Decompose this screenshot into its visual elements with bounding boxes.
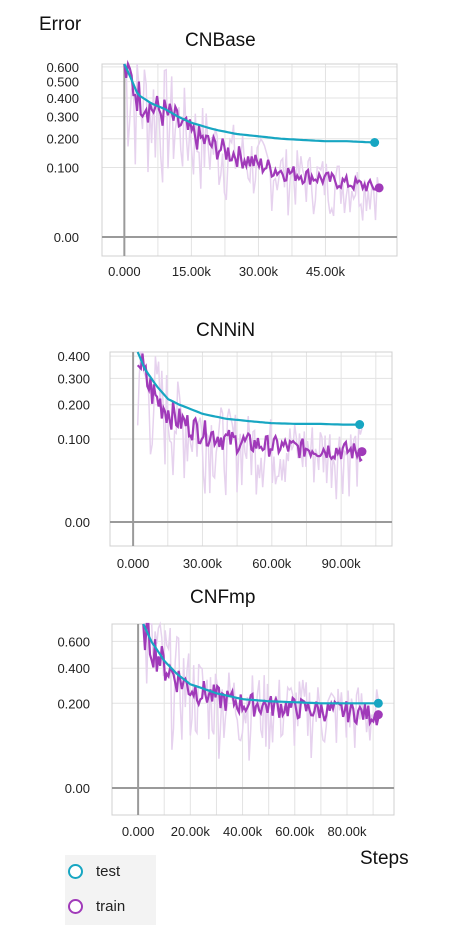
y-tick-label: 0.00 (65, 515, 90, 530)
x-tick-label: 15.00k (172, 264, 212, 279)
legend-test-label: test (96, 863, 120, 880)
y-tick-label: 0.100 (57, 432, 90, 447)
x-tick-label: 60.00k (252, 556, 292, 571)
y-tick-label: 0.400 (57, 349, 90, 364)
x-tick-label: 60.00k (275, 824, 315, 839)
x-tick-label: 30.00k (183, 556, 223, 571)
x-tick-label: 90.00k (322, 556, 362, 571)
x-tick-label: 0.000 (108, 264, 141, 279)
y-tick-label: 0.600 (46, 60, 79, 75)
y-tick-label: 0.100 (46, 161, 79, 176)
legend-item-train[interactable]: train (68, 895, 125, 917)
train-raw-line (143, 624, 378, 761)
test-end-marker (370, 138, 379, 147)
legend-train-circle-icon (68, 899, 83, 914)
x-tick-label: 40.00k (223, 824, 263, 839)
x-tick-label: 20.00k (171, 824, 211, 839)
y-tick-label: 0.400 (57, 661, 90, 676)
test-end-marker (355, 420, 364, 429)
x-tick-label: 0.000 (117, 556, 150, 571)
x-tick-label: 30.00k (239, 264, 279, 279)
y-tick-label: 0.00 (54, 230, 79, 245)
test-line (138, 352, 360, 425)
x-tick-label: 0.000 (122, 824, 155, 839)
y-tick-label: 0.300 (46, 110, 79, 125)
y-tick-label: 0.200 (57, 398, 90, 413)
x-tick-label: 45.00k (306, 264, 346, 279)
y-tick-label: 0.200 (57, 696, 90, 711)
train-end-marker (357, 447, 366, 456)
legend-item-test[interactable]: test (68, 860, 120, 882)
y-tick-label: 0.600 (57, 634, 90, 649)
y-tick-label: 0.500 (46, 75, 79, 90)
train-end-marker (374, 710, 383, 719)
y-tick-label: 0.200 (46, 132, 79, 147)
test-line (124, 64, 374, 143)
legend: test train (65, 855, 156, 925)
x-tick-label: 80.00k (327, 824, 367, 839)
legend-train-label: train (96, 898, 125, 915)
y-tick-label: 0.300 (57, 371, 90, 386)
y-tick-label: 0.00 (65, 781, 90, 796)
train-end-marker (375, 183, 384, 192)
legend-test-circle-icon (68, 864, 83, 879)
y-tick-label: 0.400 (46, 91, 79, 106)
test-end-marker (374, 699, 383, 708)
